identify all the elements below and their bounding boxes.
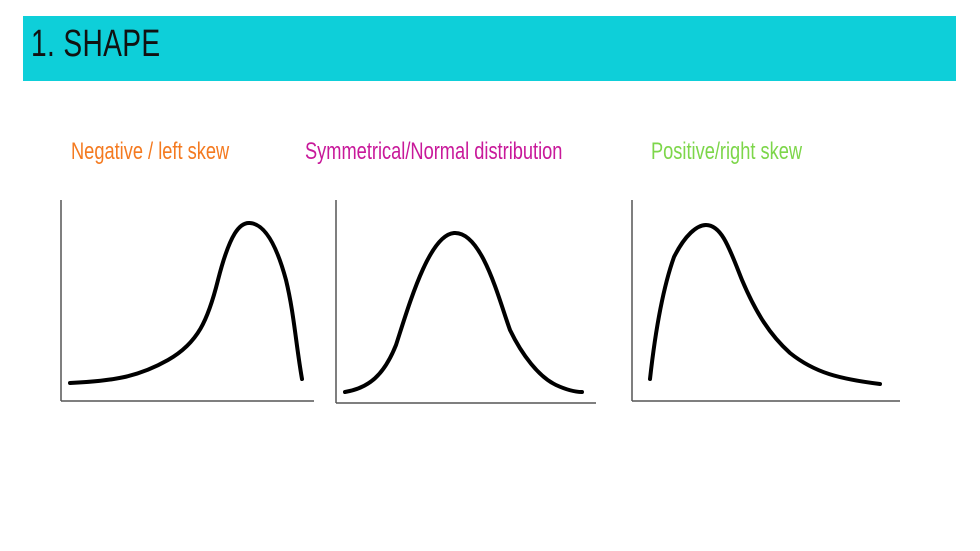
negative-skew-panel [58, 195, 318, 410]
symmetrical-curve [343, 230, 584, 394]
positive-skew-panel [630, 195, 905, 410]
negative-skew-label: Negative / left skew [71, 138, 230, 165]
positive-skew-curve [648, 223, 882, 386]
symmetrical-distribution-label: Symmetrical/Normal distribution [305, 138, 563, 165]
symmetrical-panel [334, 195, 599, 410]
positive-skew-label: Positive/right skew [651, 138, 803, 165]
title-bar: 1. SHAPE [23, 16, 956, 81]
slide-title: 1. SHAPE [31, 23, 161, 65]
negative-skew-curve [68, 220, 304, 385]
